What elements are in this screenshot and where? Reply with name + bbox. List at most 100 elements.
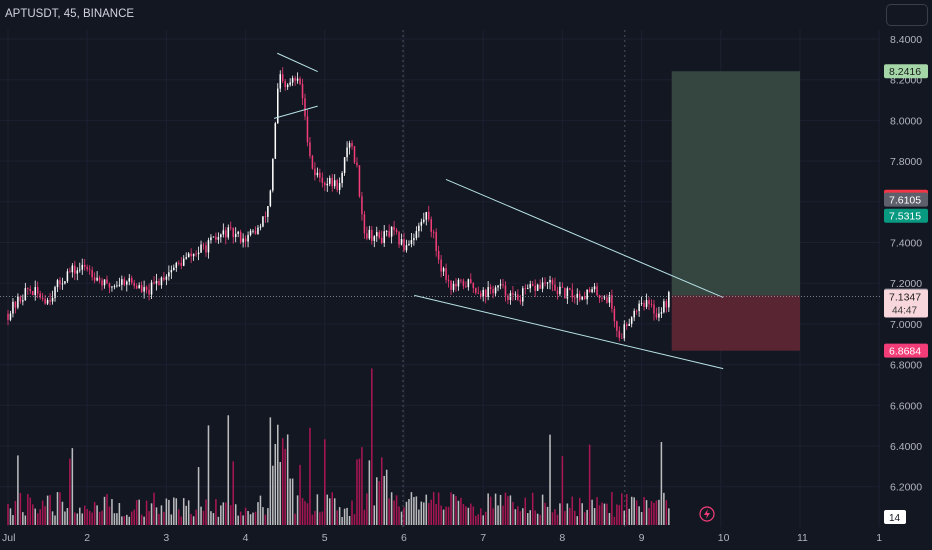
candle-body [363, 214, 366, 234]
candle-body [296, 78, 299, 81]
volume-bar [88, 510, 91, 525]
volume-bar [212, 513, 215, 525]
volume-bar [76, 513, 79, 525]
candle-body [405, 245, 408, 251]
volume-bar [22, 512, 24, 525]
candle-body [353, 146, 356, 163]
candle-body [650, 304, 653, 306]
volume-bar [103, 496, 106, 525]
candle-body [225, 230, 227, 238]
candle-body [289, 82, 291, 85]
volume-bar [482, 515, 484, 525]
candle-body [633, 310, 635, 318]
candle-body [648, 300, 650, 305]
volume-bar [623, 510, 626, 525]
candle-body [586, 289, 588, 300]
candle-body [116, 285, 118, 287]
candle-body [658, 313, 660, 318]
candle-body [202, 244, 205, 246]
candle-body [665, 301, 668, 308]
candle-body [371, 229, 373, 241]
volume-bar [583, 512, 586, 525]
candle-body [140, 285, 143, 292]
timeframe-badge-text: 14 [889, 513, 901, 524]
candle-body [423, 219, 425, 222]
candle-body [611, 295, 613, 309]
volume-bar [526, 513, 529, 525]
candle-body [190, 253, 192, 257]
candle-body [467, 279, 470, 288]
volume-bar [9, 508, 12, 525]
volume-bar [232, 461, 234, 525]
volume-bar [39, 509, 41, 525]
candle-body [153, 282, 155, 284]
volume-bar [333, 498, 336, 525]
volume-bar [628, 508, 630, 525]
chart-settings-button[interactable] [886, 4, 928, 26]
candle-body [311, 155, 314, 169]
candle-body [660, 312, 663, 314]
candle-body [368, 229, 371, 239]
candle-body [262, 216, 264, 227]
volume-bar [618, 505, 621, 525]
volume-bar [19, 492, 22, 525]
candle-body [645, 300, 648, 307]
volume-bar [586, 509, 588, 525]
candle-body [336, 180, 338, 190]
price-label-stop: 6.8684 [884, 343, 928, 358]
volume-bar [262, 507, 264, 525]
volume-bar [195, 509, 197, 525]
volume-bar [140, 514, 143, 525]
volume-bar [574, 510, 576, 525]
candle-body [178, 262, 180, 264]
candle-body [502, 284, 504, 286]
candle-body [101, 280, 103, 286]
candle-body [613, 308, 616, 322]
candle-body [205, 245, 207, 253]
time-axis-tick: 11 [797, 532, 808, 544]
volume-bar [487, 493, 489, 525]
volume-bar [531, 492, 534, 525]
candle-body [237, 231, 239, 234]
candle-body [98, 277, 101, 281]
volume-bar [358, 458, 361, 525]
candle-body [9, 313, 12, 320]
volume-bar [559, 503, 561, 525]
candle-body [272, 158, 274, 191]
volume-bar [158, 513, 160, 525]
time-axis-tick: Jul [2, 532, 15, 544]
candle-body [17, 296, 19, 308]
candle-body [79, 269, 81, 271]
volume-bar [536, 513, 539, 525]
candle-body [88, 269, 91, 271]
volume-bar [566, 503, 569, 525]
volume-bar [202, 510, 205, 525]
candle-body [534, 285, 536, 291]
volume-bar [608, 512, 611, 525]
candle-body [348, 143, 351, 148]
volume-bar [74, 512, 76, 525]
volume-bar [400, 511, 403, 525]
volume-bar [385, 469, 388, 525]
volume-bar [173, 497, 175, 525]
candle-body [425, 211, 428, 220]
volume-bar [653, 502, 655, 525]
candle-body [618, 330, 621, 338]
volume-bar [395, 495, 398, 525]
volume-bar [405, 501, 408, 525]
volume-bar [98, 511, 101, 525]
candle-body [111, 286, 113, 288]
candle-body [222, 230, 225, 235]
volume-bar [470, 503, 472, 525]
candle-body [358, 165, 361, 197]
candle-body [326, 183, 329, 186]
volume-bar [638, 506, 640, 525]
volume-bar [544, 502, 546, 525]
candle-body [46, 300, 49, 304]
candle-body [455, 283, 457, 287]
candle-body [145, 287, 148, 290]
volume-bar [86, 509, 88, 525]
volume-bar [180, 516, 183, 525]
candle-body [477, 292, 480, 294]
